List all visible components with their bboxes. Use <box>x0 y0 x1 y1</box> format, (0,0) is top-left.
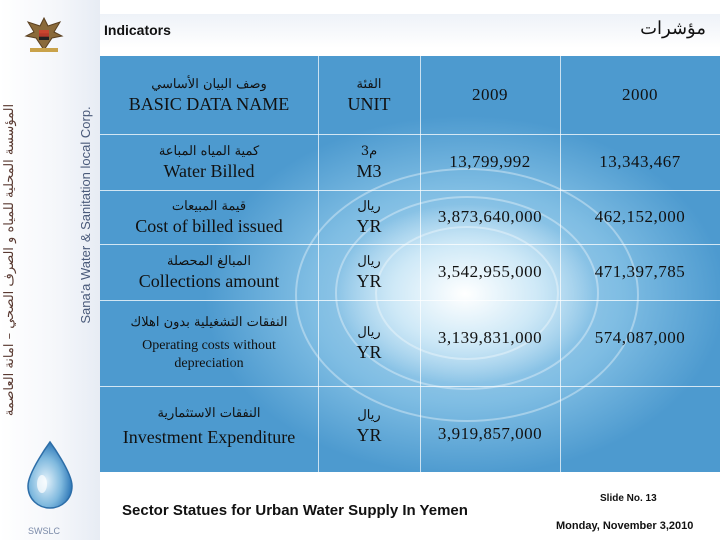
slide-number: Slide No. 13 <box>600 493 657 504</box>
row-divider <box>100 244 720 245</box>
row-unit-english: M3 <box>356 160 382 181</box>
water-drop-logo-icon <box>27 440 73 509</box>
column-header-unit-arabic: الفئة <box>356 76 382 92</box>
row-name-arabic: المبالغ المحصلة <box>166 253 251 269</box>
row-unit-arabic: ريال <box>357 324 381 340</box>
page-title-arabic: مؤشرات <box>640 18 706 39</box>
row-name-arabic: النفقات التشغيلية بدون اهلاك <box>130 314 288 330</box>
column-divider <box>560 56 561 472</box>
table-row-unit: ريال YR <box>318 190 420 244</box>
column-header-name-english: BASIC DATA NAME <box>128 93 290 114</box>
water-ripple <box>295 168 639 422</box>
table-row-unit: ريال YR <box>318 386 420 466</box>
row-value-2000 <box>560 386 720 466</box>
table-row-name: كمية المياه المباعة Water Billed <box>100 134 318 190</box>
row-name-english: Collections amount <box>138 270 280 291</box>
row-value-2009: 3,873,640,000 <box>437 207 543 226</box>
header-band <box>100 14 720 48</box>
row-value-2000: 574,087,000 <box>594 328 686 347</box>
table-row-unit: ريال YR <box>318 244 420 300</box>
row-name-english: Water Billed <box>163 160 255 181</box>
row-unit-english: YR <box>356 270 382 291</box>
row-name-arabic: النفقات الاستثمارية <box>157 405 261 421</box>
row-name-english: Operating costs without depreciation <box>142 337 276 371</box>
page-title-english: Indicators <box>104 22 171 38</box>
table-row-name: المبالغ المحصلة Collections amount <box>100 244 318 300</box>
column-header-unit-english: UNIT <box>347 93 391 114</box>
row-value-2000: 13,343,467 <box>599 152 681 171</box>
table-row-name: النفقات التشغيلية بدون اهلاك Operating c… <box>100 300 318 386</box>
row-value-2000: 471,397,785 <box>594 262 686 281</box>
logo-caption: SWSLC <box>28 526 61 536</box>
row-value-2009: 3,919,857,000 <box>437 424 543 443</box>
row-unit-arabic: ريال <box>357 407 381 423</box>
row-value-2009: 3,542,955,000 <box>437 262 543 281</box>
column-divider <box>420 56 421 472</box>
column-header-name: وصف البيان الأساسي BASIC DATA NAME <box>100 56 318 134</box>
column-header-name-arabic: وصف البيان الأساسي <box>151 76 267 92</box>
row-divider <box>100 190 720 191</box>
eagle-emblem-icon <box>24 16 64 52</box>
row-unit-arabic: م3 <box>360 143 378 159</box>
indicators-table: وصف البيان الأساسي BASIC DATA NAME الفئة… <box>100 56 720 472</box>
row-unit-arabic: ريال <box>357 253 381 269</box>
row-unit-arabic: ريال <box>357 198 381 214</box>
row-unit-english: YR <box>356 424 382 445</box>
row-unit-english: YR <box>356 341 382 362</box>
row-unit-english: YR <box>356 215 382 236</box>
footer-title: Sector Statues for Urban Water Supply In… <box>122 502 468 519</box>
row-value-2009: 3,139,831,000 <box>437 328 543 347</box>
slide-date: Monday, November 3,2010 <box>556 520 694 532</box>
sidebar: المؤسسة المحلية للمياه و الصرف الصحي – ا… <box>0 0 100 540</box>
column-header-unit: الفئة UNIT <box>318 56 420 134</box>
org-name-english: Sana'a Water & Sanitation local Corp. <box>78 106 93 324</box>
column-divider <box>318 56 319 472</box>
row-name-english: Investment Expenditure <box>122 426 296 447</box>
column-header-2009: 2009 <box>472 85 508 104</box>
row-divider <box>100 386 720 387</box>
column-header-2000: 2000 <box>622 85 658 104</box>
row-value-2000: 462,152,000 <box>594 207 686 226</box>
org-name-arabic: المؤسسة المحلية للمياه و الصرف الصحي – ا… <box>2 103 17 417</box>
table-row-unit: ريال YR <box>318 300 420 386</box>
table-row-unit: م3 M3 <box>318 134 420 190</box>
table-row-name: قيمة المبيعات Cost of billed issued <box>100 190 318 244</box>
row-name-arabic: كمية المياه المباعة <box>158 143 260 159</box>
table-row-name: النفقات الاستثمارية Investment Expenditu… <box>100 386 318 466</box>
row-name-arabic: قيمة المبيعات <box>171 198 247 214</box>
row-divider <box>100 134 720 135</box>
row-name-english: Cost of billed issued <box>135 215 283 236</box>
row-divider <box>100 300 720 301</box>
row-value-2009: 13,799,992 <box>449 152 531 171</box>
